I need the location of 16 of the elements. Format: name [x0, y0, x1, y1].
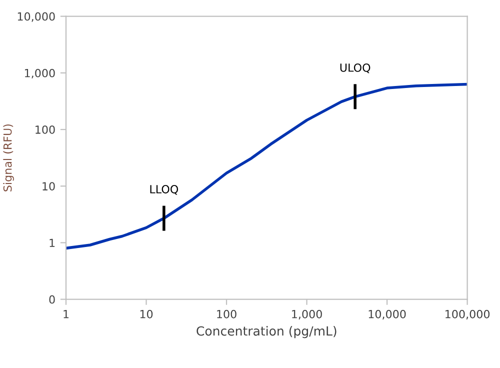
x-tick-label: 1,000 — [292, 310, 322, 320]
y-tick-label: 100 — [36, 125, 55, 134]
y-tick-label: 1,000 — [24, 68, 55, 78]
y-tick-label: 10 — [42, 182, 55, 190]
x-tick-label: 100 — [217, 310, 236, 318]
y-tick-label: 10,000 — [18, 12, 55, 22]
y-tick-label: 0 — [49, 295, 55, 304]
annotation: ULOQ — [340, 63, 370, 74]
x-tick-label: 1 — [64, 310, 69, 318]
x-tick-label: 10 — [140, 310, 153, 318]
x-tick-label: 100,000 — [446, 310, 490, 320]
y-axis-title: Signal (RFU) — [3, 124, 14, 192]
annotation: LLOQ — [150, 185, 178, 195]
x-axis-title: Concentration (pg/mL) — [196, 326, 336, 338]
x-tick-label: 10,000 — [368, 310, 406, 320]
y-tick-label: 1 — [50, 238, 55, 247]
